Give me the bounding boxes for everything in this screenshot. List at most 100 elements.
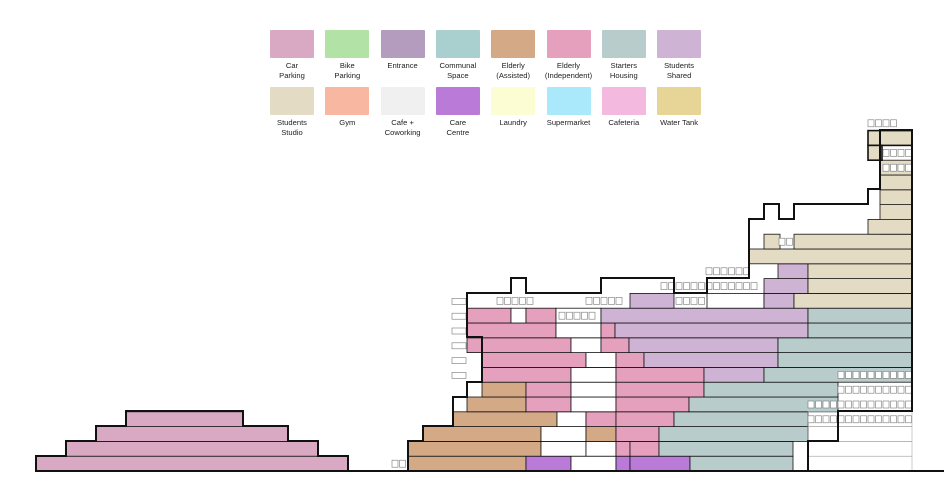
balcony-railing: [675, 282, 683, 290]
tower-cap-step: [867, 144, 883, 161]
balcony-railing: [593, 297, 600, 305]
ledge: [451, 357, 467, 364]
balcony-railing: [807, 415, 815, 424]
balcony-railing: [897, 385, 905, 394]
unit-starters-housing-f9-4: [807, 322, 913, 339]
ledge: [451, 298, 467, 305]
balcony-railing: [830, 400, 837, 409]
unit-students-shared-f10-4: [600, 307, 809, 324]
unit-starters-housing-f8-4: [777, 337, 913, 353]
legend-item-bike-parking: Bike Parking: [318, 30, 376, 80]
ledge: [451, 327, 467, 335]
unit-void-f7-1: [585, 352, 617, 368]
unit-care-centre-f0-3: [615, 455, 631, 472]
tower-floor-3: [879, 174, 913, 191]
unit-starters-housing-f0-5: [689, 455, 794, 472]
balcony-railing: [875, 400, 882, 409]
unit-care-centre-f0-1: [525, 455, 572, 472]
unit-void-f3-1: [556, 411, 587, 427]
unit-void-f2-1: [540, 426, 587, 442]
balcony-railing: [860, 400, 867, 409]
annex-frame: [807, 455, 913, 472]
legend-swatch: [325, 30, 370, 58]
unit-elderly-independent-f1-3: [615, 440, 631, 457]
unit-students-studio-f14-0: [748, 248, 913, 265]
unit-students-shared-f12-0: [763, 278, 809, 294]
balcony-railing: [720, 267, 728, 276]
balcony-railing: [713, 282, 720, 290]
balcony-railing: [882, 163, 890, 172]
unit-elderly-independent-f6-0: [481, 366, 572, 383]
legend-label: Elderly (Independent): [544, 61, 593, 80]
unit-void-f9-1: [555, 322, 602, 339]
balcony-railing: [890, 371, 897, 379]
ledge: [451, 372, 467, 379]
balcony-railing: [837, 400, 845, 409]
balcony-railing: [615, 297, 623, 305]
balcony-railing: [875, 371, 882, 379]
balcony-railing: [867, 385, 875, 394]
tower-base: [867, 218, 913, 235]
tower-cap: [867, 129, 913, 147]
balcony-railing: [852, 400, 860, 409]
unit-elderly-independent-f4-3: [615, 396, 690, 413]
balcony-railing: [905, 400, 912, 409]
legend-swatch: [657, 87, 702, 115]
car-park-level-2: [95, 426, 289, 442]
unit-elderly-independent-f6-2: [615, 366, 705, 383]
legend-label: Car Parking: [279, 61, 305, 80]
unit-elderly-independent-f5-3: [615, 381, 705, 398]
legend-swatch: [491, 30, 536, 58]
program-legend: Car Parking Bike Parking Entrance Communal …: [270, 30, 720, 150]
balcony-railing: [882, 415, 890, 424]
unit-elderly-independent-f9-2: [600, 322, 616, 339]
balcony-railing: [852, 415, 860, 424]
legend-swatch: [657, 30, 702, 58]
legend-label: Starters Housing: [609, 61, 638, 80]
balcony-railing: [860, 385, 867, 394]
balcony-railing: [882, 385, 890, 394]
legend-label: Students Shared: [664, 61, 695, 80]
legend-item-cafe-coworking: Cafe + Coworking: [374, 87, 432, 137]
balcony-railing: [890, 149, 897, 157]
legend-swatch: [546, 30, 591, 58]
legend-label: Elderly (Assisted): [496, 61, 531, 80]
balcony-railing: [585, 297, 593, 305]
balcony-railing: [588, 311, 596, 320]
balcony-railing: [897, 371, 905, 379]
unit-elderly-independent-f2-3: [615, 426, 660, 442]
legend-label: Students Studio: [277, 118, 307, 137]
unit-elderly-assisted-f5-0: [481, 381, 527, 398]
balcony-railing: [875, 119, 882, 128]
balcony-railing: [815, 415, 822, 424]
legend-label: Care Centre: [446, 118, 470, 137]
balcony-railing: [698, 282, 705, 290]
legend-swatch: [435, 87, 480, 115]
unit-elderly-independent-f3-3: [615, 411, 675, 427]
balcony-railing: [735, 282, 743, 290]
unit-elderly-assisted-f2-2: [585, 426, 617, 442]
balcony-railing: [875, 415, 882, 424]
car-park-level-1: [65, 440, 319, 457]
balcony-railing: [905, 163, 912, 172]
balcony-railing: [845, 415, 852, 424]
balcony-railing: [735, 267, 743, 276]
balcony-railing: [867, 371, 875, 379]
unit-students-shared-f11-0: [629, 292, 675, 309]
annex-frame: [807, 441, 913, 457]
legend-item-entrance: Entrance: [374, 30, 432, 71]
balcony-railing: [905, 371, 912, 379]
car-park-silhouette: [35, 410, 349, 472]
unit-students-shared-f6-3: [703, 366, 765, 383]
unit-elderly-assisted-f1-0: [407, 440, 542, 457]
balcony-railing: [845, 400, 852, 409]
balcony-railing: [845, 371, 852, 379]
unit-students-studio-f11-3: [793, 292, 913, 309]
balcony-railing: [860, 415, 867, 424]
unit-elderly-independent-f9-0: [466, 322, 557, 339]
balcony-railing: [837, 385, 845, 394]
ledge: [451, 342, 467, 350]
legend-swatch: [380, 30, 425, 58]
balcony-railing: [511, 297, 519, 305]
legend-swatch: [601, 87, 646, 115]
